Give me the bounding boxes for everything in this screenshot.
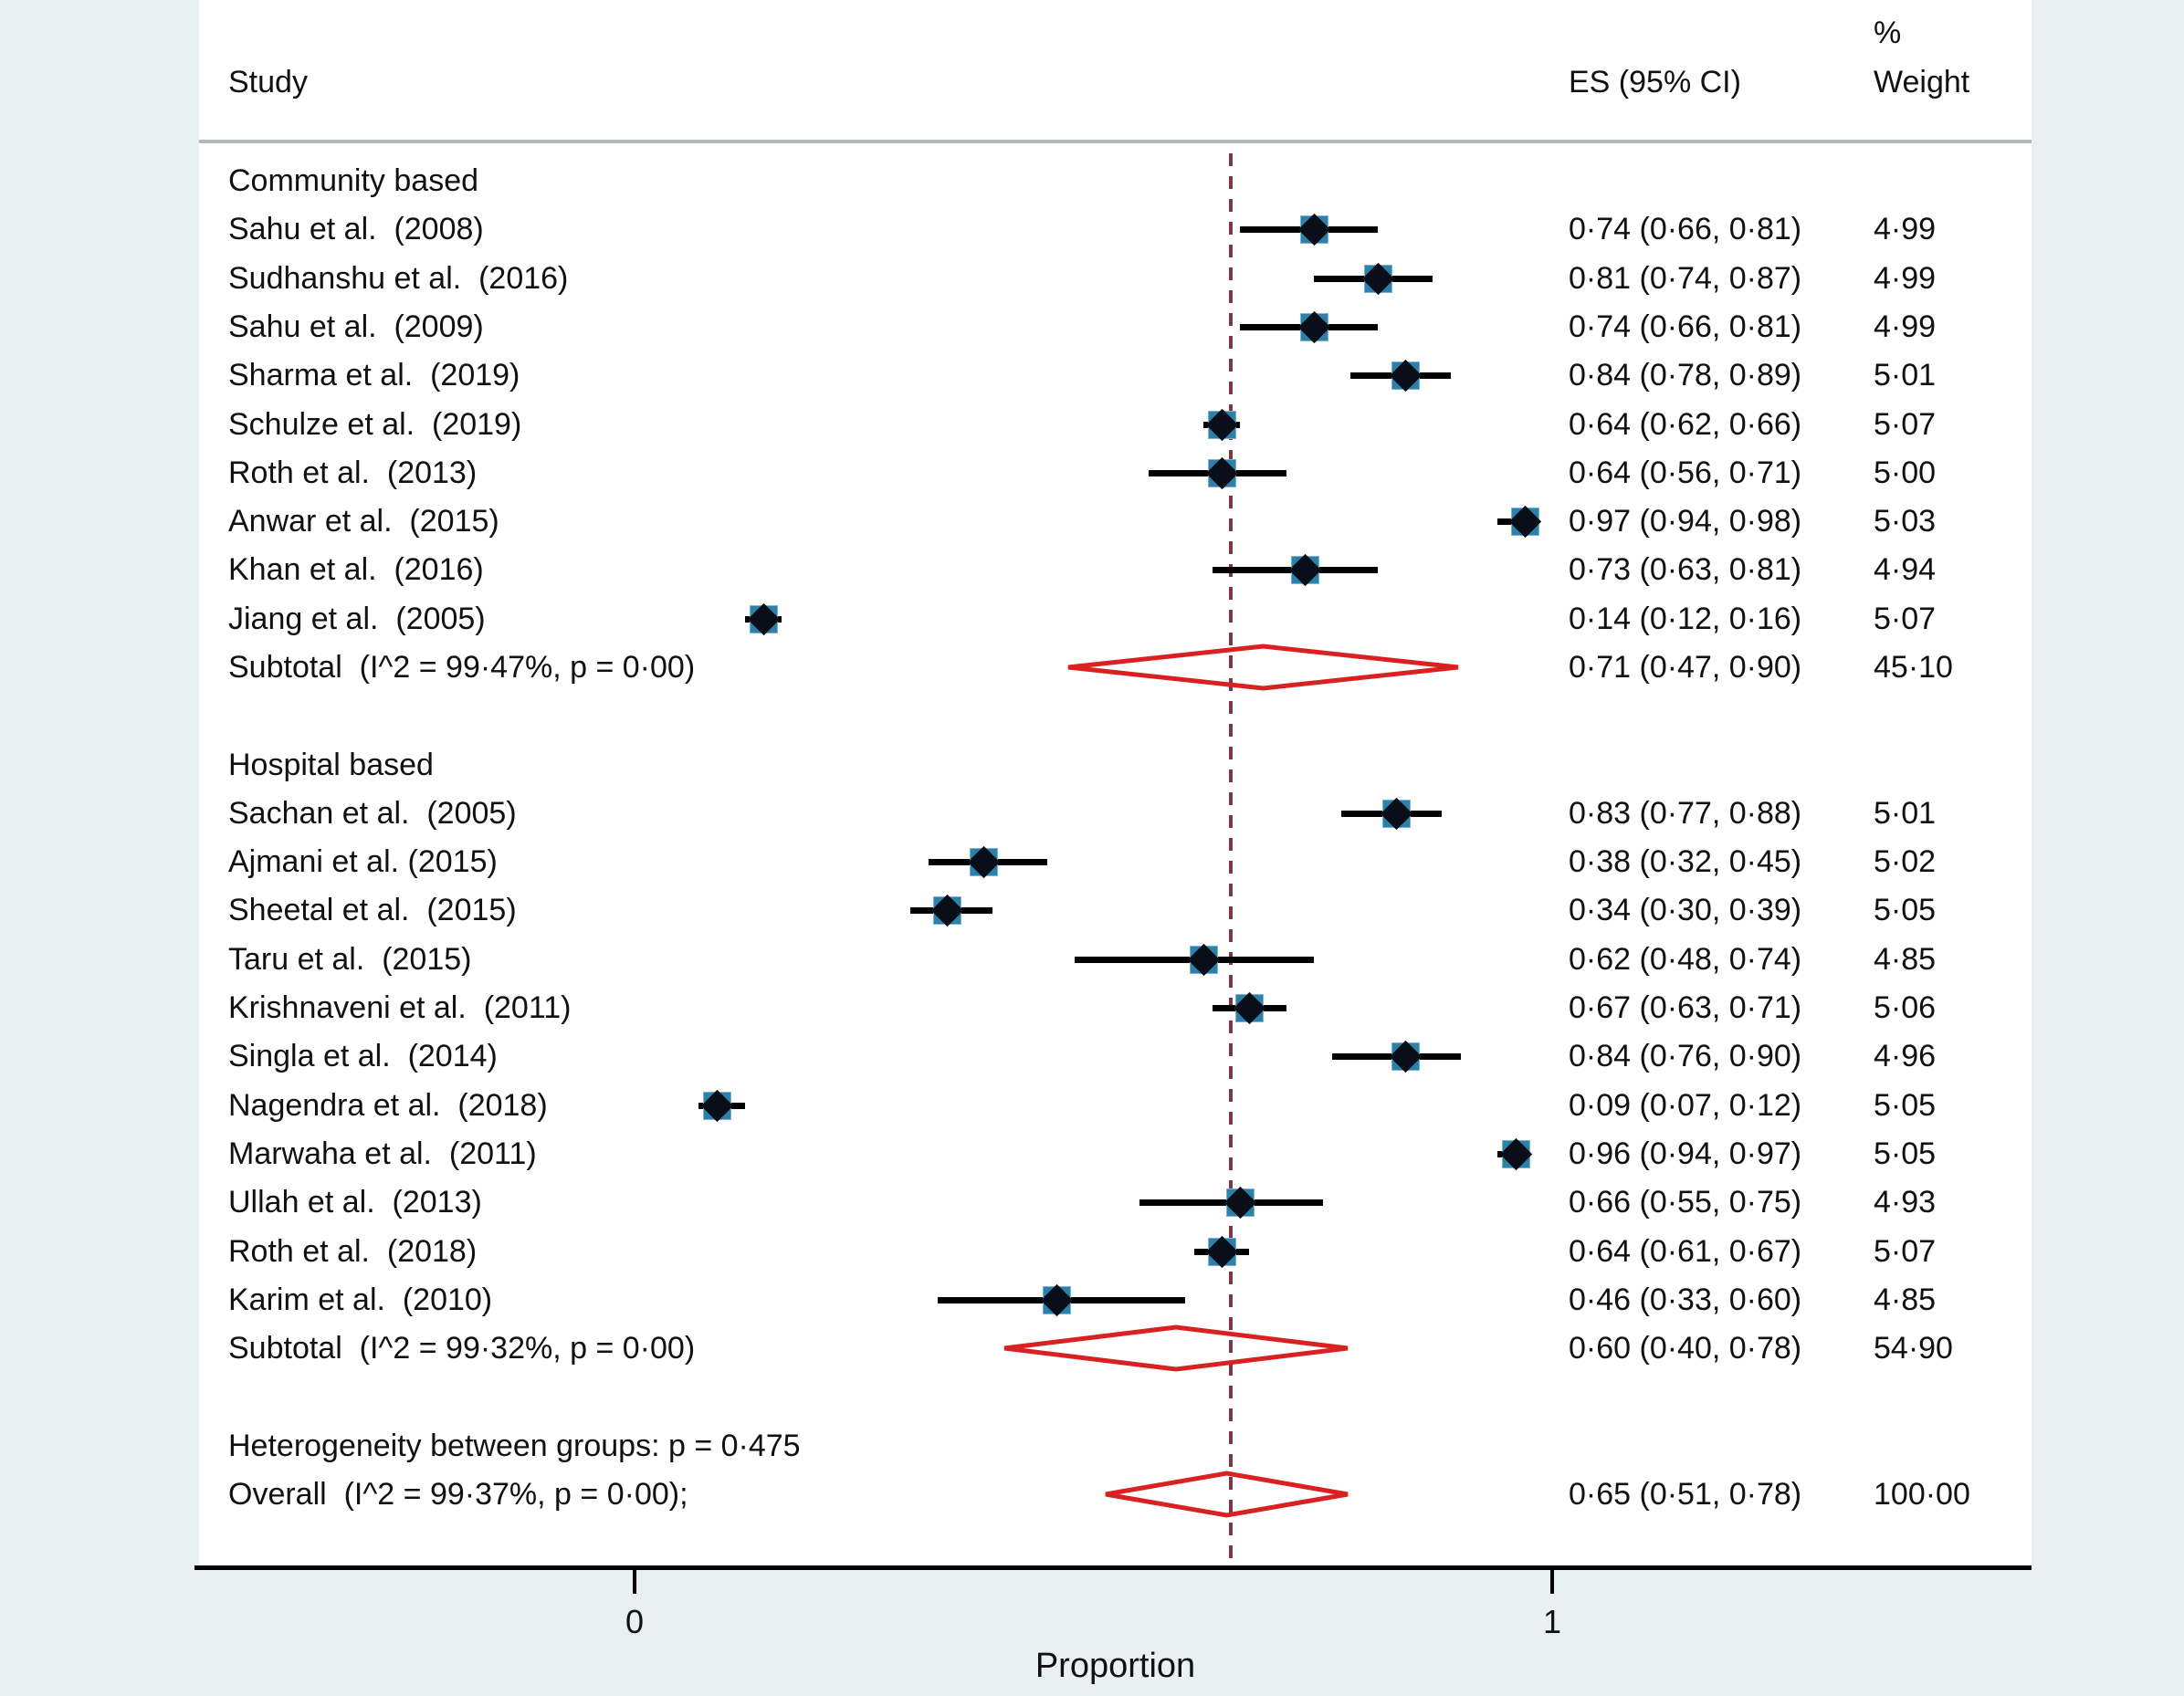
subtotal-label: Subtotal (I^2 = 99·47%, p = 0·00) bbox=[228, 650, 696, 685]
study-weight-value: 4·99 bbox=[1874, 212, 1937, 246]
plot-panel bbox=[199, 0, 2032, 1567]
study-label: Marwaha et al. (2011) bbox=[228, 1136, 537, 1171]
study-weight-value: 5·05 bbox=[1874, 1088, 1937, 1123]
study-weight-value: 5·01 bbox=[1874, 358, 1937, 393]
overall-diamond-shape bbox=[1105, 1471, 1349, 1518]
study-weight-value: 4·96 bbox=[1874, 1039, 1937, 1073]
study-es-value: 0·66 (0·55, 0·75) bbox=[1569, 1185, 1802, 1220]
study-es-value: 0·62 (0·48, 0·74) bbox=[1569, 942, 1802, 977]
subtotal-diamond bbox=[1002, 1324, 1350, 1373]
study-weight-value: 4·99 bbox=[1874, 261, 1937, 296]
study-label: Roth et al. (2018) bbox=[228, 1234, 478, 1269]
study-label: Sharma et al. (2019) bbox=[228, 358, 520, 393]
overall-weight-value: 100·00 bbox=[1874, 1477, 1970, 1512]
subtotal-weight-value: 45·10 bbox=[1874, 650, 1953, 685]
column-header-weight: Weight bbox=[1874, 65, 1970, 99]
header-separator-line bbox=[199, 140, 2032, 143]
study-weight-value: 5·06 bbox=[1874, 990, 1937, 1025]
study-es-value: 0·67 (0·63, 0·71) bbox=[1569, 990, 1802, 1025]
study-weight-value: 5·00 bbox=[1874, 455, 1937, 490]
column-header-es: ES (95% CI) bbox=[1569, 65, 1741, 99]
study-es-value: 0·97 (0·94, 0·98) bbox=[1569, 504, 1802, 539]
study-es-value: 0·09 (0·07, 0·12) bbox=[1569, 1088, 1802, 1123]
study-weight-value: 4·99 bbox=[1874, 309, 1937, 344]
x-axis-line bbox=[194, 1565, 2032, 1570]
study-weight-value: 4·85 bbox=[1874, 1282, 1937, 1317]
overall-es-value: 0·65 (0·51, 0·78) bbox=[1569, 1477, 1802, 1512]
study-label: Nagendra et al. (2018) bbox=[228, 1088, 548, 1123]
study-es-value: 0·73 (0·63, 0·81) bbox=[1569, 552, 1802, 587]
study-es-value: 0·64 (0·56, 0·71) bbox=[1569, 455, 1802, 490]
study-es-value: 0·84 (0·78, 0·89) bbox=[1569, 358, 1802, 393]
study-label: Jiang et al. (2005) bbox=[228, 602, 486, 636]
x-tick-label-0: 0 bbox=[625, 1603, 645, 1640]
study-weight-value: 5·01 bbox=[1874, 796, 1937, 831]
subtotal-es-value: 0·60 (0·40, 0·78) bbox=[1569, 1331, 1802, 1366]
subtotal-es-value: 0·71 (0·47, 0·90) bbox=[1569, 650, 1802, 685]
group-label: Community based bbox=[228, 163, 479, 198]
heterogeneity-note: Heterogeneity between groups: p = 0·475 bbox=[228, 1429, 801, 1463]
study-es-value: 0·74 (0·66, 0·81) bbox=[1569, 309, 1802, 344]
study-weight-value: 5·07 bbox=[1874, 1234, 1937, 1269]
x-tick-label-1: 1 bbox=[1542, 1603, 1562, 1640]
column-header-study: Study bbox=[228, 65, 308, 99]
reference-dashed-line bbox=[1229, 153, 1233, 1567]
x-axis-title: Proportion bbox=[1034, 1647, 1196, 1685]
study-label: Sahu et al. (2009) bbox=[228, 309, 484, 344]
study-label: Ajmani et al. (2015) bbox=[228, 844, 498, 879]
study-es-value: 0·38 (0·32, 0·45) bbox=[1569, 844, 1802, 879]
study-label: Anwar et al. (2015) bbox=[228, 504, 499, 539]
study-label: Khan et al. (2016) bbox=[228, 552, 484, 587]
subtotal-diamond bbox=[1066, 643, 1461, 692]
x-axis-tick-0 bbox=[633, 1570, 636, 1594]
study-label: Singla et al. (2014) bbox=[228, 1039, 498, 1073]
study-weight-value: 5·05 bbox=[1874, 893, 1937, 927]
study-weight-value: 5·02 bbox=[1874, 844, 1937, 879]
subtotal-weight-value: 54·90 bbox=[1874, 1331, 1953, 1366]
study-es-value: 0·64 (0·62, 0·66) bbox=[1569, 407, 1802, 442]
study-weight-value: 4·93 bbox=[1874, 1185, 1937, 1220]
study-weight-value: 5·07 bbox=[1874, 602, 1937, 636]
study-weight-value: 5·07 bbox=[1874, 407, 1937, 442]
study-label: Sheetal et al. (2015) bbox=[228, 893, 517, 927]
study-es-value: 0·34 (0·30, 0·39) bbox=[1569, 893, 1802, 927]
study-label: Sachan et al. (2005) bbox=[228, 796, 517, 831]
subtotal-diamond-shape bbox=[1003, 1324, 1349, 1372]
study-es-value: 0·84 (0·76, 0·90) bbox=[1569, 1039, 1802, 1073]
study-label: Sahu et al. (2008) bbox=[228, 212, 484, 246]
study-weight-value: 4·85 bbox=[1874, 942, 1937, 977]
overall-diamond bbox=[1103, 1470, 1350, 1519]
study-es-value: 0·14 (0·12, 0·16) bbox=[1569, 602, 1802, 636]
subtotal-diamond-shape bbox=[1067, 644, 1459, 691]
study-label: Taru et al. (2015) bbox=[228, 942, 472, 977]
study-label: Ullah et al. (2013) bbox=[228, 1185, 482, 1220]
x-axis-tick-1 bbox=[1550, 1570, 1554, 1594]
study-es-value: 0·83 (0·77, 0·88) bbox=[1569, 796, 1802, 831]
study-label: Krishnaveni et al. (2011) bbox=[228, 990, 572, 1025]
study-es-value: 0·96 (0·94, 0·97) bbox=[1569, 1136, 1802, 1171]
study-es-value: 0·81 (0·74, 0·87) bbox=[1569, 261, 1802, 296]
study-label: Roth et al. (2013) bbox=[228, 455, 478, 490]
study-weight-value: 5·05 bbox=[1874, 1136, 1937, 1171]
study-es-value: 0·64 (0·61, 0·67) bbox=[1569, 1234, 1802, 1269]
overall-label: Overall (I^2 = 99·37%, p = 0·00); bbox=[228, 1477, 688, 1512]
study-label: Schulze et al. (2019) bbox=[228, 407, 522, 442]
study-es-value: 0·74 (0·66, 0·81) bbox=[1569, 212, 1802, 246]
study-weight-value: 4·94 bbox=[1874, 552, 1937, 587]
group-label: Hospital based bbox=[228, 748, 434, 782]
study-es-value: 0·46 (0·33, 0·60) bbox=[1569, 1282, 1802, 1317]
subtotal-label: Subtotal (I^2 = 99·32%, p = 0·00) bbox=[228, 1331, 696, 1366]
study-weight-value: 5·03 bbox=[1874, 504, 1937, 539]
study-label: Sudhanshu et al. (2016) bbox=[228, 261, 569, 296]
study-label: Karim et al. (2010) bbox=[228, 1282, 493, 1317]
column-header-weight-pct: % bbox=[1874, 16, 1902, 50]
